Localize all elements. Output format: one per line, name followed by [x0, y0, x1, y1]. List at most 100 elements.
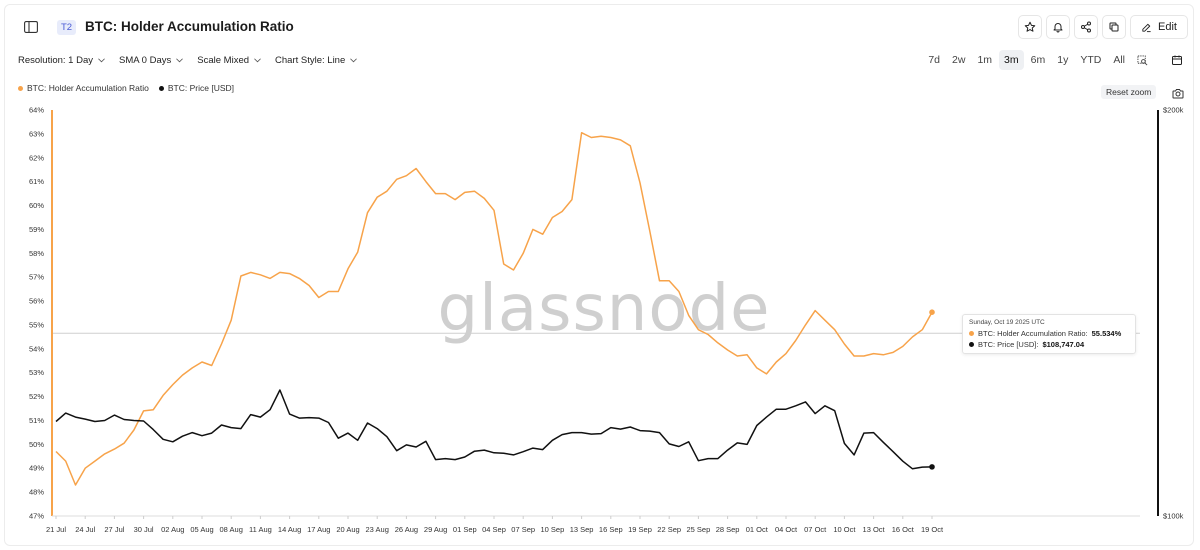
x-tick-label: 05 Aug — [190, 525, 213, 534]
y-right-tick-label: $100k — [1163, 512, 1184, 521]
range-button-6m[interactable]: 6m — [1030, 54, 1046, 66]
x-tick-label: 19 Sep — [628, 525, 652, 534]
x-tick-label: 13 Oct — [863, 525, 886, 534]
range-button-7d[interactable]: 7d — [928, 54, 941, 66]
y-tick-label: 54% — [29, 344, 44, 353]
tooltip-price-label: BTC: Price [USD]: — [978, 340, 1039, 349]
share-icon[interactable] — [1074, 15, 1099, 39]
range-button-1y[interactable]: 1y — [1057, 54, 1069, 66]
chevron-down-icon — [98, 58, 105, 63]
chart-panel — [4, 4, 1194, 546]
y-tick-label: 52% — [29, 392, 44, 401]
x-tick-label: 10 Sep — [541, 525, 565, 534]
y-tick-label: 53% — [29, 368, 44, 377]
legend-label-price: BTC: Price [USD] — [167, 83, 235, 93]
x-tick-label: 16 Oct — [892, 525, 915, 534]
series-line-price[interactable] — [55, 389, 933, 470]
series-line-ratio[interactable] — [55, 131, 933, 486]
y-tick-label: 49% — [29, 464, 44, 473]
y-tick-label: 64% — [29, 106, 44, 115]
range-button-2w[interactable]: 2w — [952, 54, 966, 66]
x-tick-label: 29 Aug — [424, 525, 447, 534]
tooltip-date: Sunday, Oct 19 2025 UTC — [969, 319, 1045, 326]
range-button-all[interactable]: All — [1113, 54, 1125, 66]
y-tick-label: 63% — [29, 129, 44, 138]
tooltip-row-ratio: BTC: Holder Accumulation Ratio: 55.534% — [969, 329, 1121, 338]
legend-item-price[interactable]: BTC: Price [USD] — [158, 83, 235, 93]
y-tick-label: 50% — [29, 440, 44, 449]
sma-dropdown[interactable]: SMA 0 Days — [119, 55, 184, 66]
x-tick-label: 13 Sep — [570, 525, 594, 534]
x-tick-label: 30 Jul — [134, 525, 154, 534]
copy-icon[interactable] — [1102, 15, 1127, 39]
y-tick-label: 47% — [29, 512, 44, 521]
scale-label: Scale Mixed — [197, 55, 250, 66]
x-tick-label: 23 Aug — [366, 525, 389, 534]
chart-style-dropdown[interactable]: Chart Style: Line — [275, 55, 358, 66]
x-tick-label: 17 Aug — [307, 525, 330, 534]
tooltip-ratio-label: BTC: Holder Accumulation Ratio: — [978, 329, 1088, 338]
star-icon[interactable] — [1018, 15, 1043, 39]
scale-dropdown[interactable]: Scale Mixed — [197, 55, 261, 66]
legend-dot-ratio — [18, 85, 23, 91]
tooltip-dot-ratio — [969, 331, 974, 336]
x-tick-label: 14 Aug — [278, 525, 301, 534]
x-tick-label: 24 Jul — [75, 525, 95, 534]
y-tick-label: 61% — [29, 177, 44, 186]
tooltip: Sunday, Oct 19 2025 UTC BTC: Holder Accu… — [962, 314, 1136, 354]
camera-icon[interactable] — [1172, 86, 1186, 99]
range-button-ytd[interactable]: YTD — [1080, 54, 1102, 66]
chevron-down-icon — [254, 58, 261, 63]
zoom-select-icon[interactable] — [1132, 50, 1152, 70]
y-tick-label: 57% — [29, 273, 44, 282]
edit-label: Edit — [1158, 21, 1177, 33]
x-tick-label: 20 Aug — [336, 525, 359, 534]
chart-plot[interactable]: glassnode 47% 48% 49% 50% 51% 52% 53% 54% 55% 56%… — [0, 100, 1200, 540]
edit-button[interactable]: Edit — [1130, 15, 1188, 39]
bell-icon[interactable] — [1046, 15, 1071, 39]
legend-label-ratio: BTC: Holder Accumulation Ratio — [27, 83, 149, 93]
legend-item-ratio[interactable]: BTC: Holder Accumulation Ratio — [18, 83, 149, 93]
x-tick-label: 07 Oct — [804, 525, 827, 534]
y-tick-label: 51% — [29, 416, 44, 425]
sidebar-toggle-icon[interactable] — [20, 16, 42, 38]
x-tick-label: 08 Aug — [220, 525, 243, 534]
y-right-tick-label: $200k — [1163, 106, 1184, 115]
tooltip-price-value: $108,747.04 — [1042, 340, 1085, 349]
x-tick-label: 19 Oct — [921, 525, 944, 534]
y-tick-label: 56% — [29, 297, 44, 306]
x-tick-label: 28 Sep — [716, 525, 740, 534]
watermark: glassnode — [437, 272, 770, 346]
x-tick-label: 22 Sep — [657, 525, 681, 534]
y-tick-label: 59% — [29, 225, 44, 234]
resolution-label: Resolution: 1 Day — [18, 55, 93, 66]
range-button-1m[interactable]: 1m — [977, 54, 993, 66]
range-button-3m[interactable]: 3m — [999, 50, 1024, 70]
x-tick-label: 27 Jul — [104, 525, 124, 534]
page-title: BTC: Holder Accumulation Ratio — [85, 19, 294, 34]
y-tick-label: 48% — [29, 488, 44, 497]
x-tick-label: 04 Sep — [482, 525, 506, 534]
y-tick-label: 55% — [29, 320, 44, 329]
tooltip-dot-price — [969, 342, 974, 347]
x-tick-label: 26 Aug — [395, 525, 418, 534]
chart-style-label: Chart Style: Line — [275, 55, 346, 66]
x-tick-label: 21 Jul — [46, 525, 66, 534]
tooltip-ratio-value: 55.534% — [1091, 329, 1122, 338]
header: T2 BTC: Holder Accumulation Ratio Edit — [0, 0, 1200, 50]
y-tick-label: 60% — [29, 201, 44, 210]
resolution-dropdown[interactable]: Resolution: 1 Day — [18, 55, 105, 66]
x-tick-label: 10 Oct — [833, 525, 856, 534]
toolbar: Resolution: 1 Day SMA 0 Days Scale Mixed… — [18, 55, 358, 66]
header-actions: Edit — [1018, 15, 1188, 39]
hover-point-ratio — [929, 309, 935, 315]
time-range-selector: 7d 2w 1m 3m 6m 1y YTD All — [923, 50, 1152, 70]
calendar-icon[interactable] — [1168, 51, 1186, 69]
x-tick-label: 11 Aug — [249, 525, 272, 534]
legend-dot-price — [158, 85, 164, 91]
x-tick-label: 04 Oct — [775, 525, 798, 534]
x-tick-label: 07 Sep — [511, 525, 535, 534]
reset-zoom-button[interactable]: Reset zoom — [1101, 85, 1157, 99]
y-tick-label: 58% — [29, 249, 44, 258]
axis-layer: 47% 48% 49% 50% 51% 52% 53% 54% 55% 56% 57% 58% 59% 6… — [29, 106, 1184, 535]
